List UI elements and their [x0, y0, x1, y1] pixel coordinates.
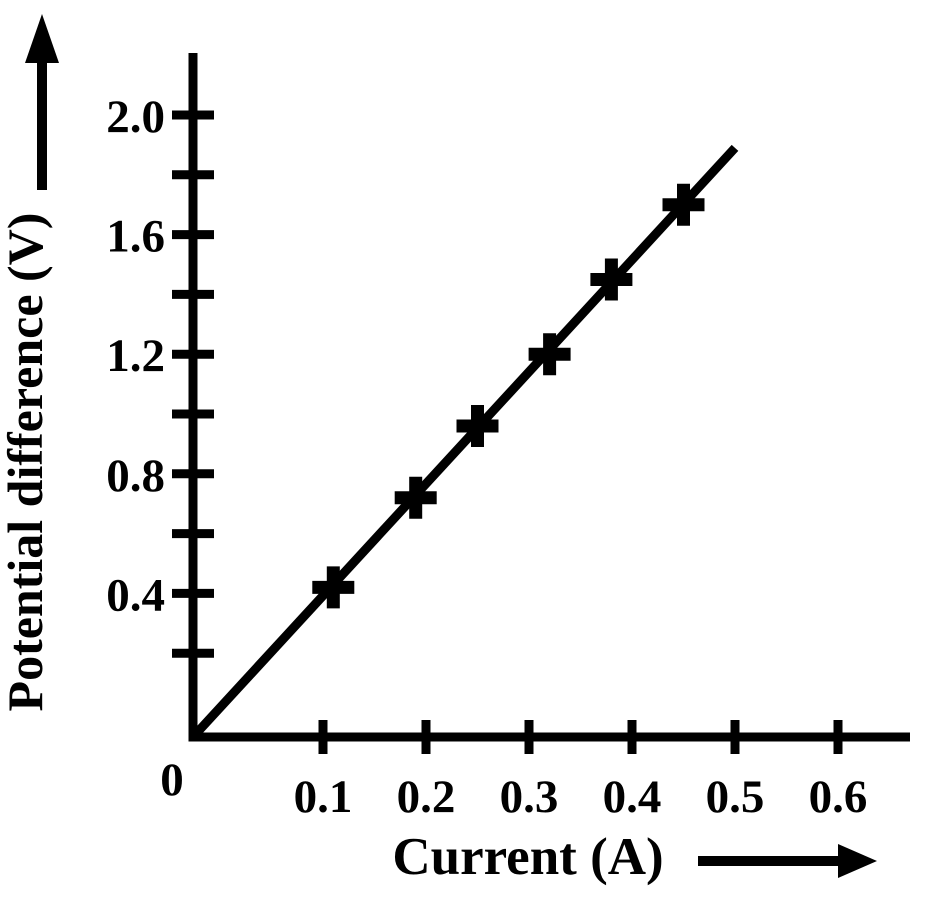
data-point-marker: [394, 476, 437, 519]
y-tick-label: 0.8: [106, 450, 165, 502]
x-tick-label: 0.2: [397, 771, 456, 823]
origin-label: 0: [160, 754, 184, 806]
y-tick-label: 2.0: [106, 91, 165, 143]
data-point-marker: [528, 333, 571, 376]
y-axis-title: Potential difference (V): [0, 213, 53, 712]
x-tick-label: 0.1: [294, 771, 353, 823]
axes-lines: [188, 53, 910, 742]
y-axis-arrow-icon: [25, 14, 59, 63]
best-fit-line: [189, 144, 739, 741]
x-tick-label: 0.5: [706, 771, 765, 823]
data-point-marker: [590, 258, 633, 301]
data-point-marker: [662, 183, 705, 226]
x-tick-label: 0.4: [603, 771, 662, 823]
x-tick-label: 0.3: [500, 771, 559, 823]
data-point-marker: [312, 566, 355, 609]
y-tick-label: 0.4: [106, 569, 165, 621]
y-tick-label: 1.2: [106, 330, 165, 382]
x-axis-arrow-icon: [838, 844, 877, 878]
data-point-marker: [456, 404, 499, 447]
x-axis-title: Current (A): [392, 828, 663, 886]
y-tick-label: 1.6: [106, 211, 165, 263]
x-tick-label: 0.6: [809, 771, 868, 823]
